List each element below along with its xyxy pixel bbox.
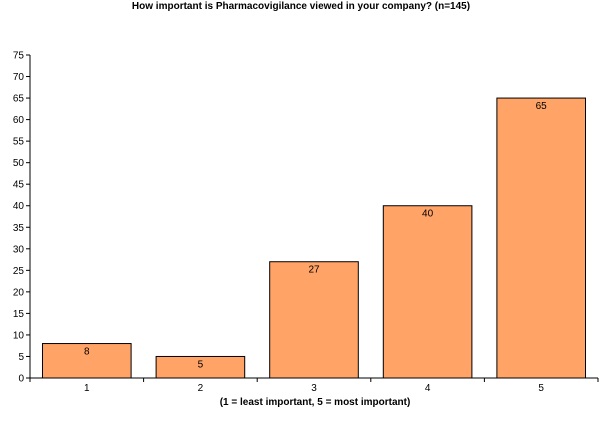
- y-tick-label: 35: [13, 223, 25, 234]
- y-tick-label: 5: [18, 352, 24, 363]
- x-tick-label-1: 1: [84, 383, 90, 394]
- y-tick-label: 20: [13, 287, 25, 298]
- y-tick-label: 15: [13, 309, 25, 320]
- bar-3: [269, 261, 359, 379]
- x-axis: 1 2 3 4 5: [29, 377, 599, 394]
- x-tick-label-4: 4: [425, 383, 431, 394]
- y-tick-label: 30: [13, 244, 25, 255]
- bars: 8 5 27 40 65: [41, 97, 587, 379]
- y-tick-label: 65: [13, 94, 25, 105]
- bar-4: [382, 205, 473, 379]
- data-label-5: 65: [536, 101, 548, 112]
- x-tick-label-3: 3: [311, 383, 317, 394]
- y-tick-label: 60: [13, 115, 25, 126]
- bar-5: [496, 97, 587, 379]
- y-tick-label: 40: [13, 201, 25, 212]
- y-tick-label: 75: [13, 51, 25, 62]
- x-tick-label-5: 5: [538, 383, 544, 394]
- chart-title: How important is Pharmacovigilance viewe…: [131, 1, 471, 12]
- y-tick-label: 50: [13, 158, 25, 169]
- y-tick-label: 45: [13, 180, 25, 191]
- y-tick-label: 55: [13, 137, 25, 148]
- x-tick-label-2: 2: [198, 383, 204, 394]
- y-tick-label: 10: [13, 330, 25, 341]
- data-label-3: 27: [308, 265, 320, 276]
- data-label-1: 8: [84, 347, 90, 358]
- y-tick-label: 0: [18, 374, 24, 385]
- bar-2: [155, 355, 246, 379]
- y-tick-label: 70: [13, 72, 25, 83]
- y-tick-label: 25: [13, 266, 25, 277]
- data-label-4: 40: [422, 209, 434, 220]
- y-axis: 0 5 10 15 20 25 30 35 40 45 50 55 60 65 70 75: [13, 51, 31, 385]
- x-axis-label: (1 = least important, 5 = most important…: [219, 397, 411, 408]
- bar-1: [41, 343, 132, 379]
- data-label-2: 5: [198, 359, 204, 370]
